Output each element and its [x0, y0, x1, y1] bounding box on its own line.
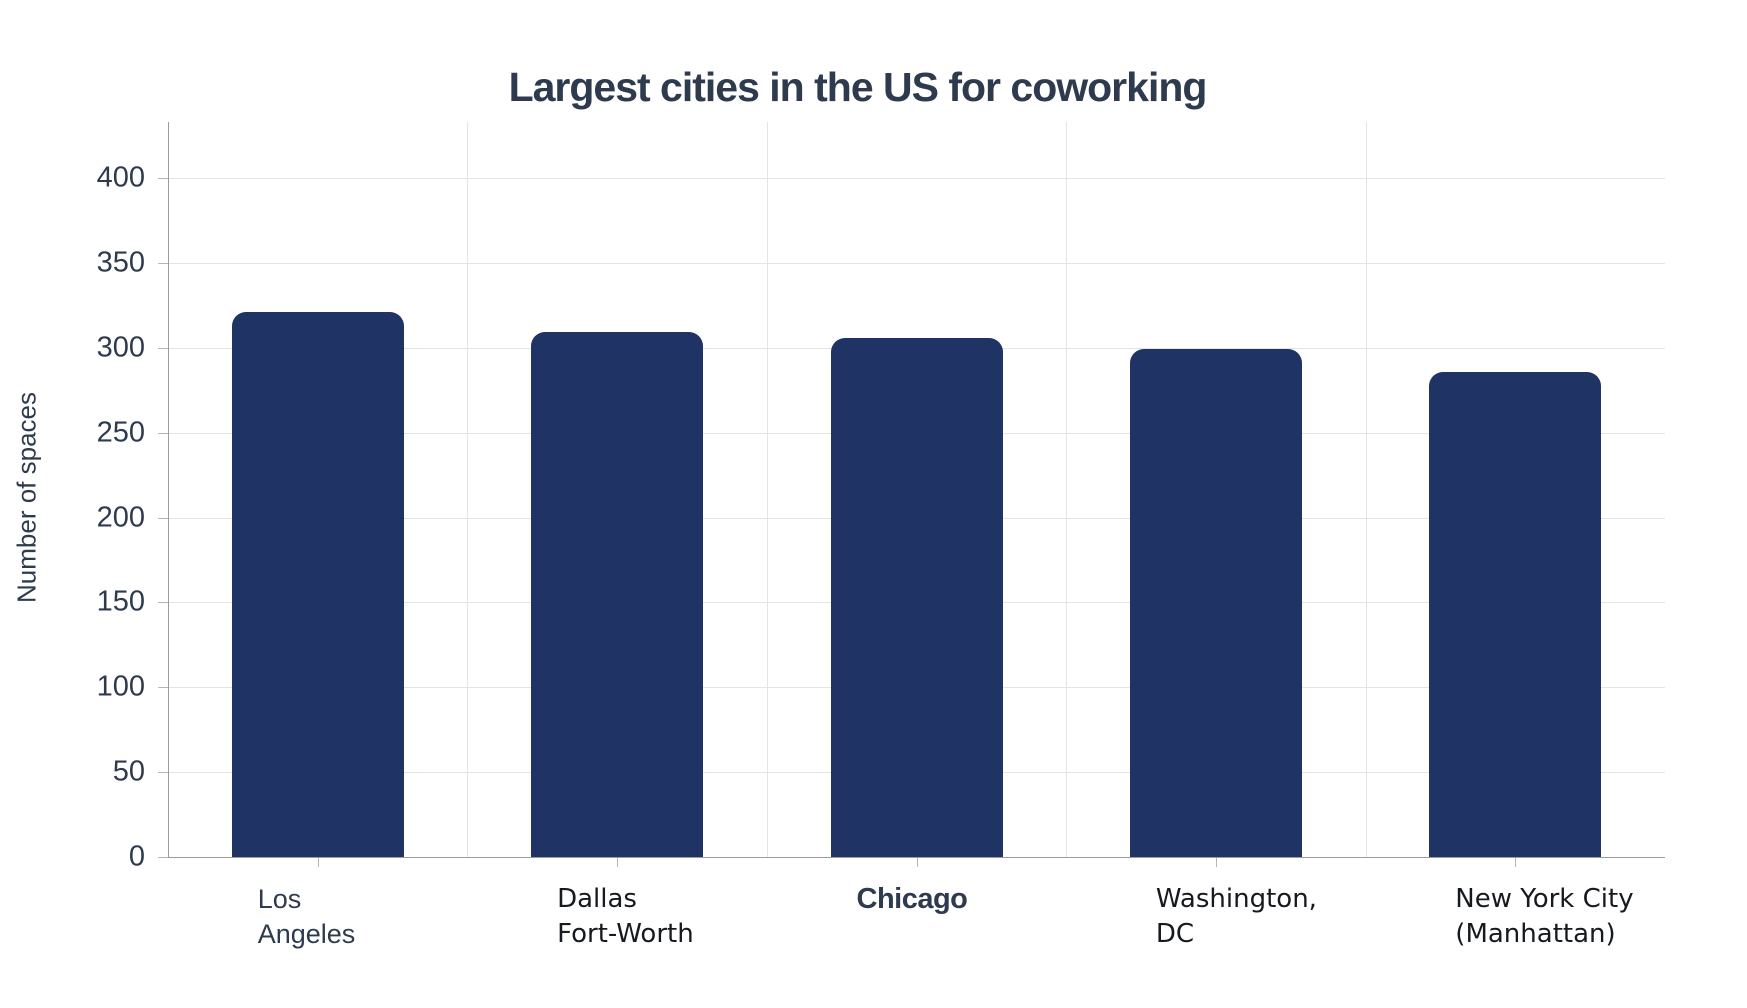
y-tick-400	[158, 178, 168, 179]
gridline-x-1	[467, 122, 469, 857]
y-tick-label-250: 250	[96, 416, 145, 449]
y-tick-50	[158, 772, 168, 774]
x-tick-washington-dc	[1215, 858, 1217, 867]
y-tick-label-50: 50	[112, 755, 145, 788]
y-tick-label-0: 0	[128, 840, 145, 873]
x-label-los-angeles: Los Angeles	[258, 882, 548, 952]
x-axis-baseline	[168, 857, 1665, 858]
y-axis-line	[168, 122, 169, 857]
y-tick-300	[158, 347, 168, 349]
y-tick-label-350: 350	[96, 246, 145, 279]
gridline-x-4	[1365, 122, 1367, 857]
y-tick-label-150: 150	[96, 585, 145, 618]
x-label-line: Washington,	[1155, 884, 1317, 914]
x-label-line: New York City	[1455, 884, 1634, 914]
gridline-x-2	[766, 122, 768, 857]
bar-new-york-city-manhattan	[1429, 371, 1602, 857]
x-label-line: Dallas	[557, 884, 637, 914]
x-label-line: DC	[1155, 919, 1195, 949]
y-tick-150	[158, 602, 168, 604]
x-label-chicago: Chicago	[857, 882, 1147, 917]
y-tick-label-400: 400	[96, 161, 145, 194]
y-tick-0	[158, 857, 168, 858]
bar-washington-dc	[1129, 349, 1302, 857]
x-tick-chicago	[916, 858, 918, 867]
y-tick-label-300: 300	[96, 331, 145, 364]
x-label-line: Fort-Worth	[557, 919, 694, 949]
gridline-x-3	[1066, 122, 1068, 857]
y-tick-label-100: 100	[96, 670, 145, 703]
y-tick-label-200: 200	[96, 501, 145, 533]
x-label-line: (Manhattan)	[1455, 919, 1616, 949]
x-label-line: Los	[257, 884, 302, 914]
x-label-new-york-city-manhattan: New York City (Manhattan)	[1455, 882, 1745, 952]
gridline-y-350	[168, 262, 1665, 264]
bar-los-angeles	[231, 312, 404, 857]
y-tick-200	[158, 517, 168, 519]
x-label-washington-dc: Washington, DC	[1156, 882, 1446, 952]
y-tick-100	[158, 687, 168, 689]
chart-title: Largest cities in the US for coworking	[508, 64, 1208, 110]
x-label-line: Chicago	[856, 883, 968, 915]
x-label-line: Angeles	[257, 919, 356, 949]
gridline-y-400	[168, 178, 1665, 179]
bar-chicago	[830, 337, 1003, 857]
x-label-dallas-fort-worth: Dallas Fort-Worth	[557, 882, 847, 952]
x-tick-los-angeles	[317, 858, 319, 867]
bar-dallas-fort-worth	[531, 332, 704, 857]
y-tick-250	[158, 432, 168, 434]
y-tick-350	[158, 262, 168, 264]
x-tick-new-york-city-manhattan	[1515, 858, 1517, 867]
x-tick-dallas-fort-worth	[617, 858, 619, 867]
